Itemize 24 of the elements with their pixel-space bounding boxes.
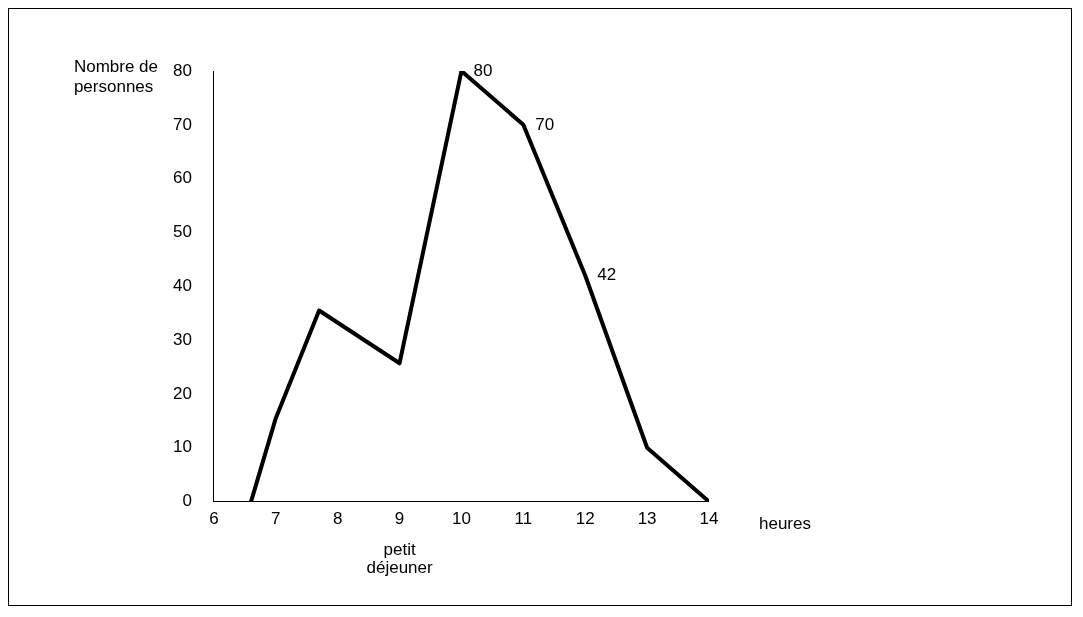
x-tick-label: 12	[575, 509, 595, 529]
y-tick-label: 70	[172, 114, 192, 134]
y-axis-title: Nombre de personnes	[73, 57, 159, 97]
x-tick-label: 11	[514, 509, 533, 529]
x-axis-title: heures	[759, 513, 811, 533]
data-label: 80	[473, 60, 493, 80]
text: petit déjeuner	[366, 539, 433, 577]
y-tick-label: 50	[172, 222, 192, 242]
y-tick-label: 40	[172, 275, 192, 295]
y-tick-label: 80	[172, 60, 192, 80]
x-tick-label: 13	[637, 509, 657, 529]
y-tick-label: 20	[172, 383, 192, 403]
x-tick-label: 8	[332, 509, 343, 529]
x-tick-label: 7	[271, 509, 281, 529]
y-tick-label: 30	[172, 329, 192, 349]
x-tick-label: 6	[209, 509, 219, 529]
x-tick-label: 14	[699, 509, 719, 529]
y-tick-label: 0	[182, 491, 192, 511]
x-tick-label: 9	[394, 509, 405, 529]
data-label: 70	[535, 114, 555, 134]
x-tick-label: 10	[451, 509, 471, 529]
data-label: 42	[597, 265, 617, 285]
y-tick-label: 10	[172, 437, 192, 457]
y-tick-label: 60	[172, 168, 192, 188]
